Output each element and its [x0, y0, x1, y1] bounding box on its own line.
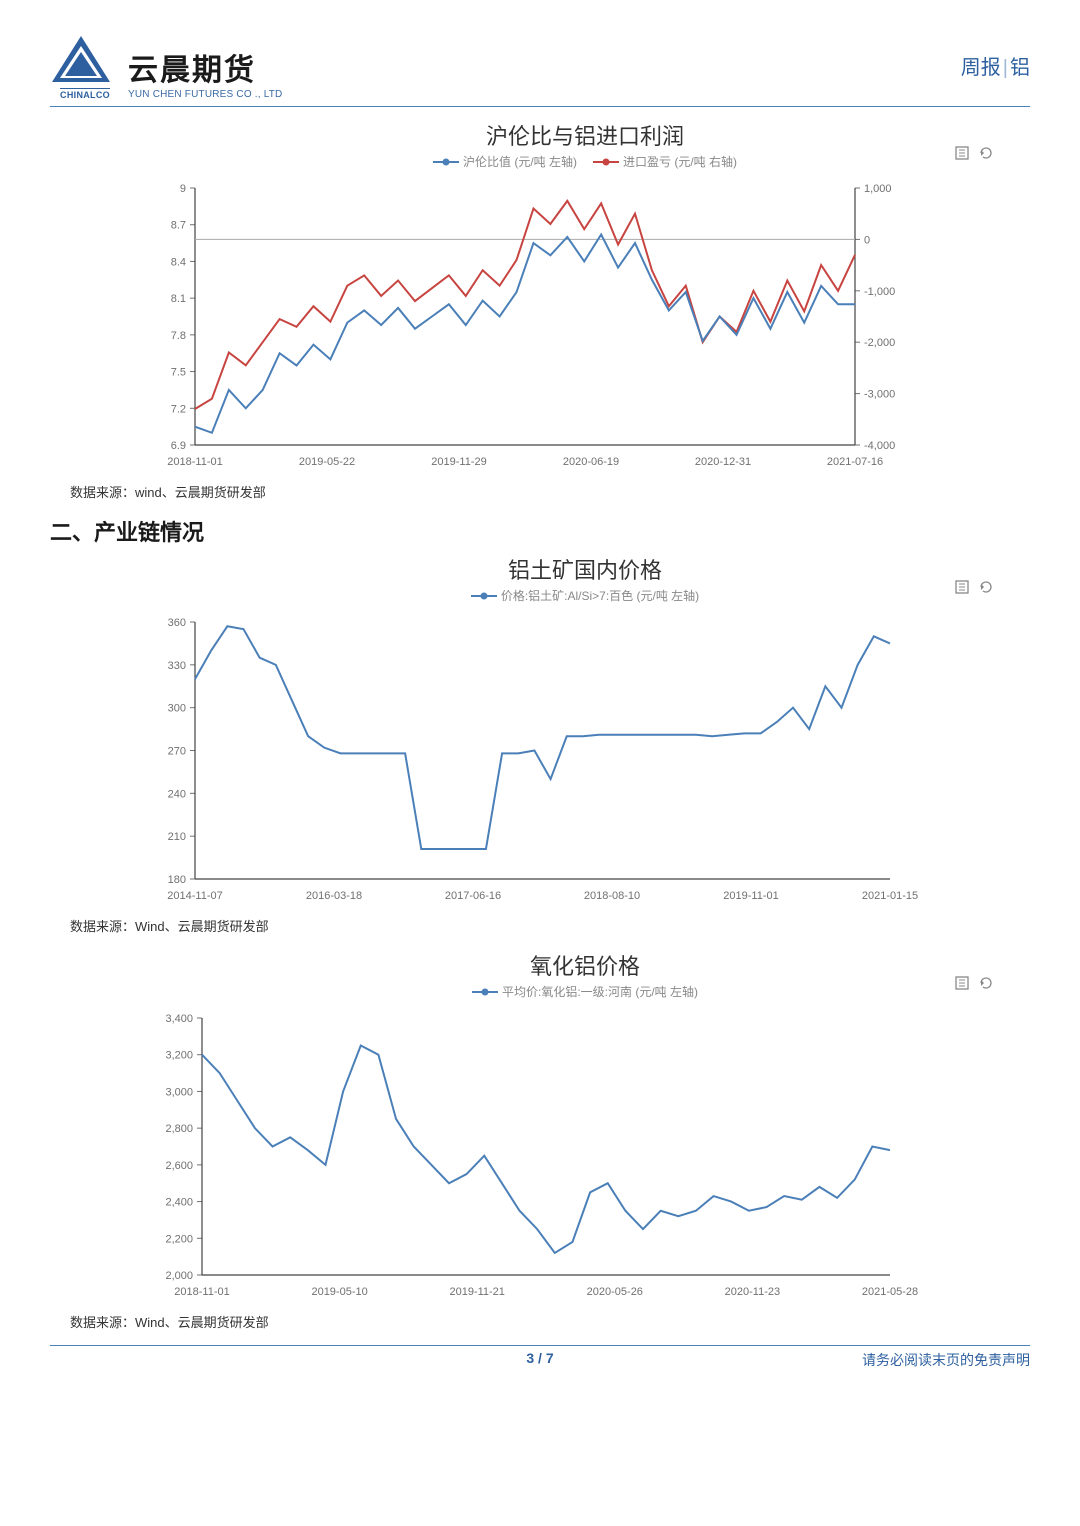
section-title: 二、产业链情况	[50, 515, 204, 547]
chart-1-title: 沪伦比与铝进口利润	[140, 119, 1030, 151]
chart-3-tools	[954, 975, 994, 991]
svg-text:2020-06-19: 2020-06-19	[563, 456, 619, 468]
chart-3-footnote: 数据来源：Wind、云晨期货研发部	[60, 1312, 1030, 1331]
chart-2-tools	[954, 579, 994, 595]
chart-1-legend: 沪伦比值 (元/吨 左轴) 进口盈亏 (元/吨 右轴)	[140, 153, 1030, 170]
legend-marker-icon	[472, 987, 498, 997]
chart-2-block: 铝土矿国内价格 价格:铝土矿:Al/Si>7:百色 (元/吨 左轴) 180 21…	[50, 553, 1030, 935]
svg-text:2021-07-16: 2021-07-16	[827, 456, 883, 468]
chart-1-block: 沪伦比与铝进口利润 沪伦比值 (元/吨 左轴) 进口盈亏 (元/吨 右轴) 6.…	[50, 119, 1030, 501]
svg-text:210: 210	[168, 831, 186, 843]
svg-text:-3,000: -3,000	[864, 389, 895, 401]
legend-marker-icon	[471, 591, 497, 601]
refresh-icon[interactable]	[978, 579, 994, 595]
svg-text:3,200: 3,200	[165, 1050, 193, 1062]
chart-1-svg: 6.9 7.2 7.5 7.8 8.1 8.4 8.7 9 -4,000 -3,000 -2,000…	[140, 170, 1030, 475]
svg-text:240: 240	[168, 788, 186, 800]
svg-text:-4,000: -4,000	[864, 440, 895, 452]
svg-text:-1,000: -1,000	[864, 286, 895, 298]
legend-marker-icon	[593, 157, 619, 167]
svg-text:2,800: 2,800	[165, 1123, 193, 1135]
commodity: 铝	[1010, 57, 1030, 79]
svg-text:7.5: 7.5	[171, 367, 186, 379]
svg-text:2016-03-18: 2016-03-18	[306, 890, 362, 902]
svg-text:3,000: 3,000	[165, 1086, 193, 1098]
header-right-title: 周报|铝	[961, 51, 1030, 80]
svg-text:8.4: 8.4	[171, 256, 186, 268]
svg-text:2020-12-31: 2020-12-31	[695, 456, 751, 468]
chart-3-svg: 2,000 2,200 2,400 2,600 2,800 3,000 3,200 3,400…	[140, 1000, 1030, 1305]
save-icon[interactable]	[954, 579, 970, 595]
svg-text:2019-11-01: 2019-11-01	[723, 890, 778, 902]
svg-text:2014-11-07: 2014-11-07	[167, 890, 222, 902]
svg-text:2018-08-10: 2018-08-10	[584, 890, 640, 902]
logo-main-text: 云晨期货	[128, 45, 282, 89]
svg-text:2019-05-10: 2019-05-10	[311, 1286, 367, 1298]
svg-text:360: 360	[168, 617, 186, 629]
svg-text:2018-11-01: 2018-11-01	[174, 1286, 229, 1298]
chart-3-legend: 平均价:氧化铝:一级:河南 (元/吨 左轴)	[140, 983, 1030, 1000]
svg-text:2,600: 2,600	[165, 1160, 193, 1172]
chart-3-title: 氧化铝价格	[140, 949, 1030, 981]
legend-marker-icon	[433, 157, 459, 167]
save-icon[interactable]	[954, 145, 970, 161]
svg-text:8.7: 8.7	[171, 220, 186, 232]
svg-text:2021-05-28: 2021-05-28	[862, 1286, 918, 1298]
chart-2-legend-0: 价格:铝土矿:Al/Si>7:百色 (元/吨 左轴)	[501, 587, 699, 604]
save-icon[interactable]	[954, 975, 970, 991]
chart-2-svg: 180 210 240 270 300 330 360 2014-11-07 2016-03-1…	[140, 604, 1030, 909]
svg-text:2017-06-16: 2017-06-16	[445, 890, 501, 902]
svg-text:300: 300	[168, 703, 186, 715]
chart-1-legend-1: 进口盈亏 (元/吨 右轴)	[623, 153, 737, 170]
chinalco-text: CHINALCO	[60, 88, 110, 100]
report-type: 周报	[961, 57, 1001, 79]
svg-text:2020-11-23: 2020-11-23	[725, 1286, 780, 1298]
svg-text:2019-05-22: 2019-05-22	[299, 456, 355, 468]
svg-text:2019-11-21: 2019-11-21	[449, 1286, 504, 1298]
svg-text:2019-11-29: 2019-11-29	[431, 456, 486, 468]
page-header: CHINALCO 云晨期货 YUN CHEN FUTURES CO ., LTD…	[50, 30, 1030, 107]
page-footer: 3 / 7 请务必阅读末页的免责声明	[50, 1345, 1030, 1370]
chart-3-block: 氧化铝价格 平均价:氧化铝:一级:河南 (元/吨 左轴) 2,0002,2002…	[50, 949, 1030, 1331]
refresh-icon[interactable]	[978, 145, 994, 161]
refresh-icon[interactable]	[978, 975, 994, 991]
svg-text:2,400: 2,400	[165, 1197, 193, 1209]
section-heading-row: 二、产业链情况	[50, 515, 1030, 547]
logo-triangle-icon	[50, 30, 112, 88]
svg-text:7.2: 7.2	[171, 403, 186, 415]
svg-text:330: 330	[168, 660, 186, 672]
chart-1-tools	[954, 145, 994, 161]
svg-text:2,000: 2,000	[165, 1270, 193, 1282]
svg-text:2021-01-15: 2021-01-15	[862, 890, 918, 902]
svg-text:-2,000: -2,000	[864, 337, 895, 349]
disclaimer: 请务必阅读末页的免责声明	[862, 1350, 1030, 1370]
svg-text:7.8: 7.8	[171, 330, 186, 342]
svg-text:9: 9	[180, 183, 186, 195]
chart-2-legend: 价格:铝土矿:Al/Si>7:百色 (元/吨 左轴)	[140, 587, 1030, 604]
logo: CHINALCO 云晨期货 YUN CHEN FUTURES CO ., LTD	[50, 30, 282, 100]
logo-sub-text: YUN CHEN FUTURES CO ., LTD	[128, 89, 282, 100]
svg-text:2018-11-01: 2018-11-01	[167, 456, 222, 468]
chart-1-footnote: 数据来源：wind、云晨期货研发部	[60, 482, 1030, 501]
chart-2-title: 铝土矿国内价格	[140, 553, 1030, 585]
svg-text:0: 0	[864, 234, 870, 246]
chart-3-legend-0: 平均价:氧化铝:一级:河南 (元/吨 左轴)	[502, 983, 698, 1000]
svg-text:3,400: 3,400	[165, 1013, 193, 1025]
svg-text:6.9: 6.9	[171, 440, 186, 452]
chart-2-footnote: 数据来源：Wind、云晨期货研发部	[60, 916, 1030, 935]
svg-text:8.1: 8.1	[171, 293, 186, 305]
svg-text:2,200: 2,200	[165, 1233, 193, 1245]
svg-text:180: 180	[168, 874, 186, 886]
svg-text:1,000: 1,000	[864, 183, 892, 195]
chart-1-legend-0: 沪伦比值 (元/吨 左轴)	[463, 153, 577, 170]
svg-text:2020-05-26: 2020-05-26	[587, 1286, 643, 1298]
svg-text:270: 270	[168, 746, 186, 758]
